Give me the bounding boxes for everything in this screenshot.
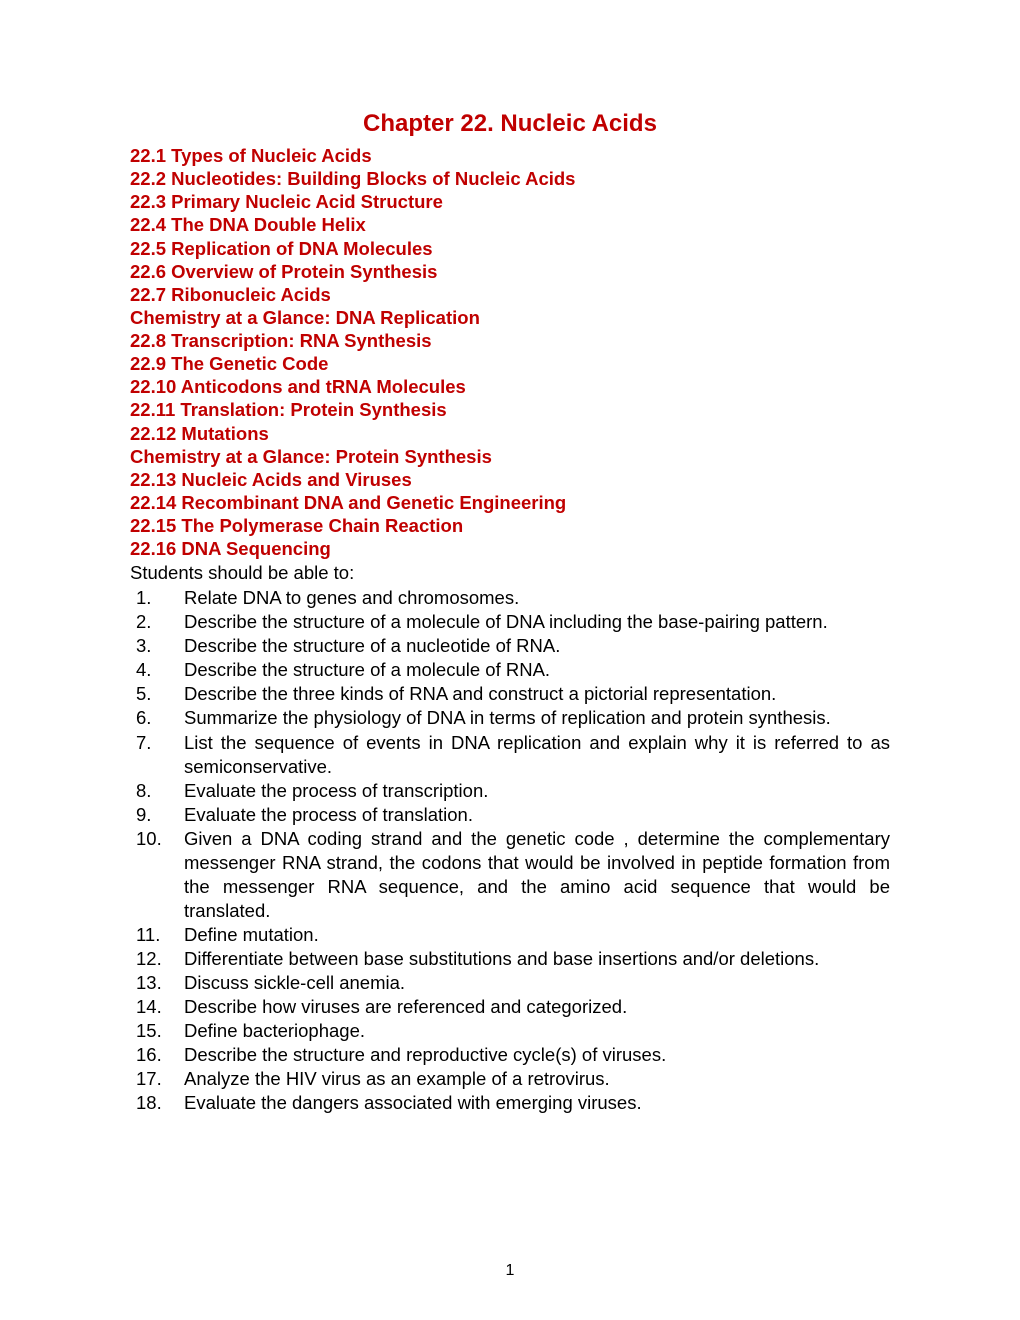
objective-item: 13.Discuss sickle-cell anemia.: [130, 971, 890, 995]
objective-number: 14.: [130, 995, 184, 1019]
objective-text: Differentiate between base substitutions…: [184, 947, 890, 971]
objective-item: 9.Evaluate the process of translation.: [130, 803, 890, 827]
section-heading: 22.1 Types of Nucleic Acids: [130, 144, 890, 167]
objective-number: 18.: [130, 1091, 184, 1115]
objective-text: Evaluate the process of transcription.: [184, 779, 890, 803]
objective-item: 16.Describe the structure and reproducti…: [130, 1043, 890, 1067]
objective-item: 11.Define mutation.: [130, 923, 890, 947]
objective-item: 1.Relate DNA to genes and chromosomes.: [130, 586, 890, 610]
objective-text: Analyze the HIV virus as an example of a…: [184, 1067, 890, 1091]
objective-number: 4.: [130, 658, 184, 682]
section-heading: 22.5 Replication of DNA Molecules: [130, 237, 890, 260]
objective-number: 2.: [130, 610, 184, 634]
section-heading: 22.16 DNA Sequencing: [130, 537, 890, 560]
objective-text: List the sequence of events in DNA repli…: [184, 731, 890, 779]
document-page: Chapter 22. Nucleic Acids 22.1 Types of …: [0, 0, 1020, 1175]
objective-text: Describe how viruses are referenced and …: [184, 995, 890, 1019]
objective-text: Describe the structure of a nucleotide o…: [184, 634, 890, 658]
chapter-title: Chapter 22. Nucleic Acids: [130, 110, 890, 138]
objective-text: Given a DNA coding strand and the geneti…: [184, 827, 890, 923]
section-heading: 22.14 Recombinant DNA and Genetic Engine…: [130, 491, 890, 514]
page-number: 1: [0, 1262, 1020, 1280]
section-heading: 22.10 Anticodons and tRNA Molecules: [130, 375, 890, 398]
objective-text: Describe the three kinds of RNA and cons…: [184, 682, 890, 706]
objective-text: Evaluate the process of translation.: [184, 803, 890, 827]
section-heading: Chemistry at a Glance: DNA Replication: [130, 306, 890, 329]
objective-number: 9.: [130, 803, 184, 827]
objective-text: Describe the structure and reproductive …: [184, 1043, 890, 1067]
objective-item: 4.Describe the structure of a molecule o…: [130, 658, 890, 682]
objective-number: 8.: [130, 779, 184, 803]
section-heading: 22.9 The Genetic Code: [130, 352, 890, 375]
objective-number: 12.: [130, 947, 184, 971]
section-heading: 22.13 Nucleic Acids and Viruses: [130, 468, 890, 491]
objective-item: 15.Define bacteriophage.: [130, 1019, 890, 1043]
section-heading: 22.6 Overview of Protein Synthesis: [130, 260, 890, 283]
objectives-list: 1.Relate DNA to genes and chromosomes.2.…: [130, 586, 890, 1115]
objective-text: Describe the structure of a molecule of …: [184, 658, 890, 682]
section-heading: 22.12 Mutations: [130, 422, 890, 445]
objective-text: Define bacteriophage.: [184, 1019, 890, 1043]
section-heading: Chemistry at a Glance: Protein Synthesis: [130, 445, 890, 468]
section-heading: 22.3 Primary Nucleic Acid Structure: [130, 190, 890, 213]
objective-item: 17.Analyze the HIV virus as an example o…: [130, 1067, 890, 1091]
section-heading: 22.8 Transcription: RNA Synthesis: [130, 329, 890, 352]
objective-text: Evaluate the dangers associated with eme…: [184, 1091, 890, 1115]
objective-item: 12.Differentiate between base substituti…: [130, 947, 890, 971]
objective-number: 16.: [130, 1043, 184, 1067]
section-heading: 22.2 Nucleotides: Building Blocks of Nuc…: [130, 167, 890, 190]
objective-number: 1.: [130, 586, 184, 610]
objective-number: 10.: [130, 827, 184, 923]
sections-list: 22.1 Types of Nucleic Acids22.2 Nucleoti…: [130, 144, 890, 560]
intro-text: Students should be able to:: [130, 562, 890, 584]
objective-item: 6.Summarize the physiology of DNA in ter…: [130, 706, 890, 730]
objective-item: 7.List the sequence of events in DNA rep…: [130, 731, 890, 779]
objective-number: 11.: [130, 923, 184, 947]
section-heading: 22.11 Translation: Protein Synthesis: [130, 398, 890, 421]
objective-number: 7.: [130, 731, 184, 779]
objective-number: 13.: [130, 971, 184, 995]
objective-text: Define mutation.: [184, 923, 890, 947]
objective-number: 17.: [130, 1067, 184, 1091]
objective-number: 5.: [130, 682, 184, 706]
section-heading: 22.4 The DNA Double Helix: [130, 213, 890, 236]
objective-item: 2.Describe the structure of a molecule o…: [130, 610, 890, 634]
objective-item: 10.Given a DNA coding strand and the gen…: [130, 827, 890, 923]
objective-item: 14.Describe how viruses are referenced a…: [130, 995, 890, 1019]
objective-text: Relate DNA to genes and chromosomes.: [184, 586, 890, 610]
objective-number: 6.: [130, 706, 184, 730]
objective-text: Summarize the physiology of DNA in terms…: [184, 706, 890, 730]
objective-text: Describe the structure of a molecule of …: [184, 610, 890, 634]
objective-text: Discuss sickle-cell anemia.: [184, 971, 890, 995]
section-heading: 22.7 Ribonucleic Acids: [130, 283, 890, 306]
objective-item: 18.Evaluate the dangers associated with …: [130, 1091, 890, 1115]
section-heading: 22.15 The Polymerase Chain Reaction: [130, 514, 890, 537]
objective-number: 3.: [130, 634, 184, 658]
objective-item: 3.Describe the structure of a nucleotide…: [130, 634, 890, 658]
objective-number: 15.: [130, 1019, 184, 1043]
objective-item: 5.Describe the three kinds of RNA and co…: [130, 682, 890, 706]
objective-item: 8.Evaluate the process of transcription.: [130, 779, 890, 803]
